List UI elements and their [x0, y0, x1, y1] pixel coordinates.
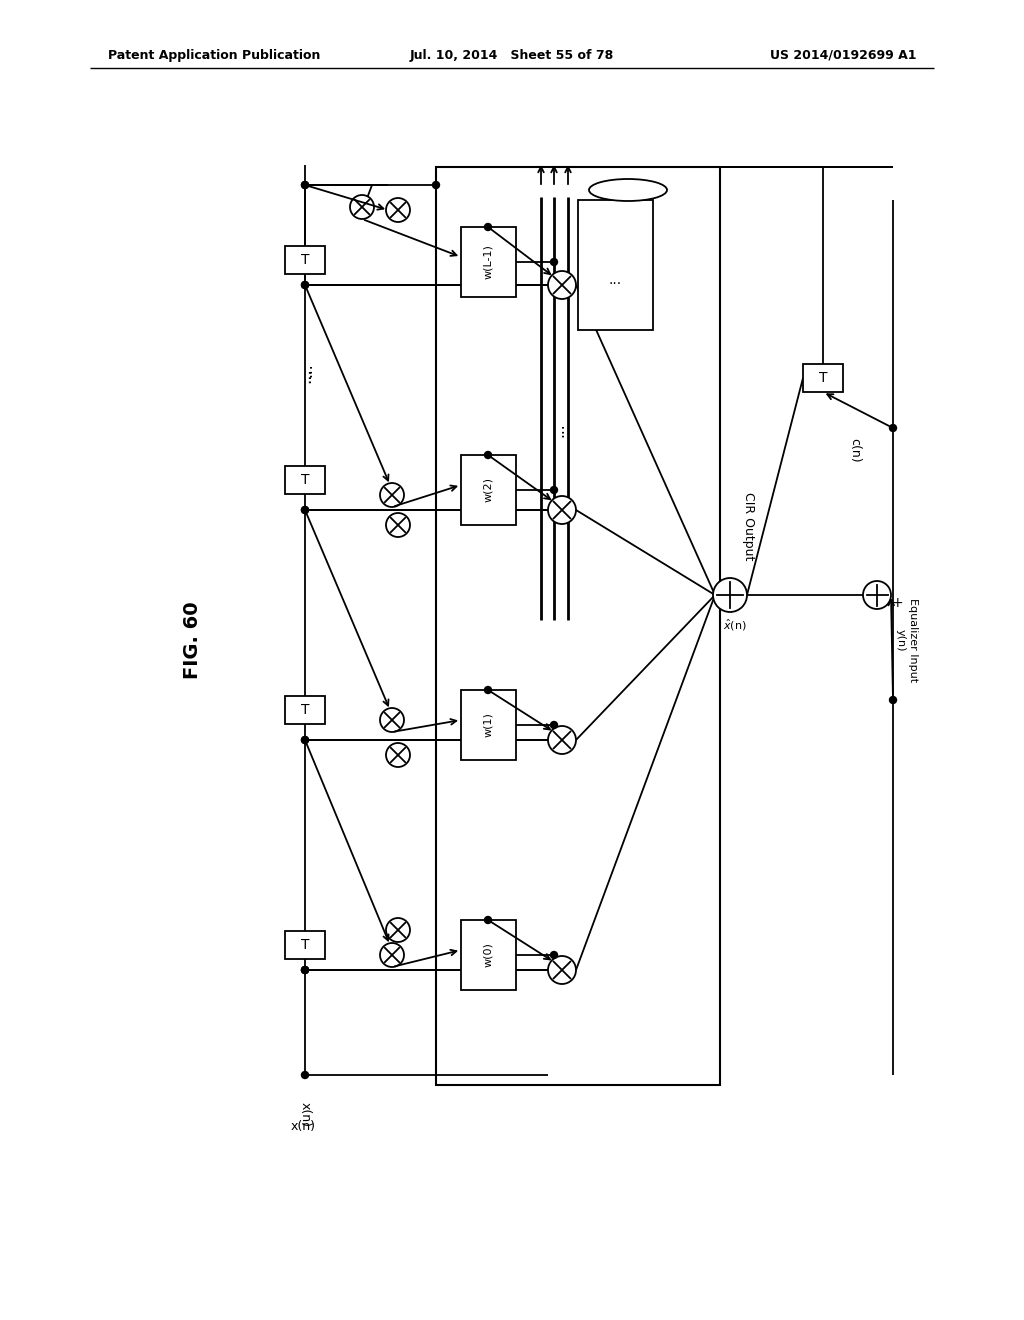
Circle shape	[484, 686, 492, 693]
Text: T: T	[819, 371, 827, 385]
Text: y(n): y(n)	[896, 628, 906, 651]
Circle shape	[301, 737, 308, 743]
Circle shape	[551, 952, 557, 958]
Circle shape	[484, 916, 492, 924]
Text: US 2014/0192699 A1: US 2014/0192699 A1	[769, 49, 916, 62]
Circle shape	[301, 507, 308, 513]
Circle shape	[386, 917, 410, 942]
Circle shape	[551, 722, 557, 729]
Text: x(n): x(n)	[299, 1102, 311, 1127]
Text: T: T	[301, 253, 309, 267]
Bar	[461, 227, 515, 297]
Text: FIG. 60: FIG. 60	[182, 601, 202, 678]
Bar	[285, 246, 325, 275]
Circle shape	[386, 198, 410, 222]
Bar	[803, 364, 843, 392]
Circle shape	[301, 966, 308, 974]
Bar	[461, 920, 515, 990]
Text: Equalizer Input: Equalizer Input	[908, 598, 918, 682]
Text: T: T	[301, 473, 309, 487]
Circle shape	[548, 956, 575, 983]
Circle shape	[350, 195, 374, 219]
Circle shape	[386, 743, 410, 767]
Text: w(1): w(1)	[483, 713, 493, 738]
Text: T: T	[301, 704, 309, 717]
Ellipse shape	[589, 180, 667, 201]
Circle shape	[863, 581, 891, 609]
Circle shape	[301, 281, 308, 289]
Text: w(2): w(2)	[483, 478, 493, 503]
Circle shape	[301, 181, 308, 189]
Circle shape	[432, 181, 439, 189]
Circle shape	[301, 281, 308, 289]
Circle shape	[548, 271, 575, 300]
Bar	[285, 466, 325, 494]
Circle shape	[890, 697, 896, 704]
Text: $\hat{x}$(n): $\hat{x}$(n)	[723, 618, 746, 632]
Text: Patent Application Publication: Patent Application Publication	[108, 49, 321, 62]
Text: ...: ...	[552, 422, 566, 437]
Circle shape	[301, 737, 308, 743]
Text: ...: ...	[299, 363, 314, 378]
Text: Jul. 10, 2014   Sheet 55 of 78: Jul. 10, 2014 Sheet 55 of 78	[410, 49, 614, 62]
Circle shape	[484, 451, 492, 458]
Bar	[285, 696, 325, 723]
Circle shape	[301, 507, 308, 513]
Circle shape	[890, 425, 896, 432]
Circle shape	[301, 966, 308, 974]
Circle shape	[386, 513, 410, 537]
Circle shape	[548, 726, 575, 754]
Circle shape	[548, 496, 575, 524]
Text: ...: ...	[608, 273, 622, 286]
Circle shape	[380, 942, 404, 968]
Circle shape	[380, 483, 404, 507]
Circle shape	[301, 966, 308, 974]
Bar	[578, 201, 652, 330]
Text: CIR Output: CIR Output	[741, 492, 755, 560]
Bar	[436, 168, 720, 1085]
Text: T: T	[301, 939, 309, 952]
Circle shape	[551, 259, 557, 265]
Text: c(n): c(n)	[848, 438, 861, 462]
Text: x(n): x(n)	[291, 1119, 315, 1133]
Circle shape	[301, 181, 308, 189]
Text: +: +	[891, 597, 903, 610]
Circle shape	[551, 487, 557, 494]
Bar	[285, 931, 325, 960]
Circle shape	[301, 1072, 308, 1078]
Bar	[461, 455, 515, 525]
Bar	[461, 690, 515, 760]
Text: w(0): w(0)	[483, 942, 493, 968]
Circle shape	[713, 578, 746, 612]
Circle shape	[380, 708, 404, 733]
Circle shape	[484, 223, 492, 231]
Text: w(L-1): w(L-1)	[483, 244, 493, 280]
Text: ...: ...	[296, 367, 314, 383]
